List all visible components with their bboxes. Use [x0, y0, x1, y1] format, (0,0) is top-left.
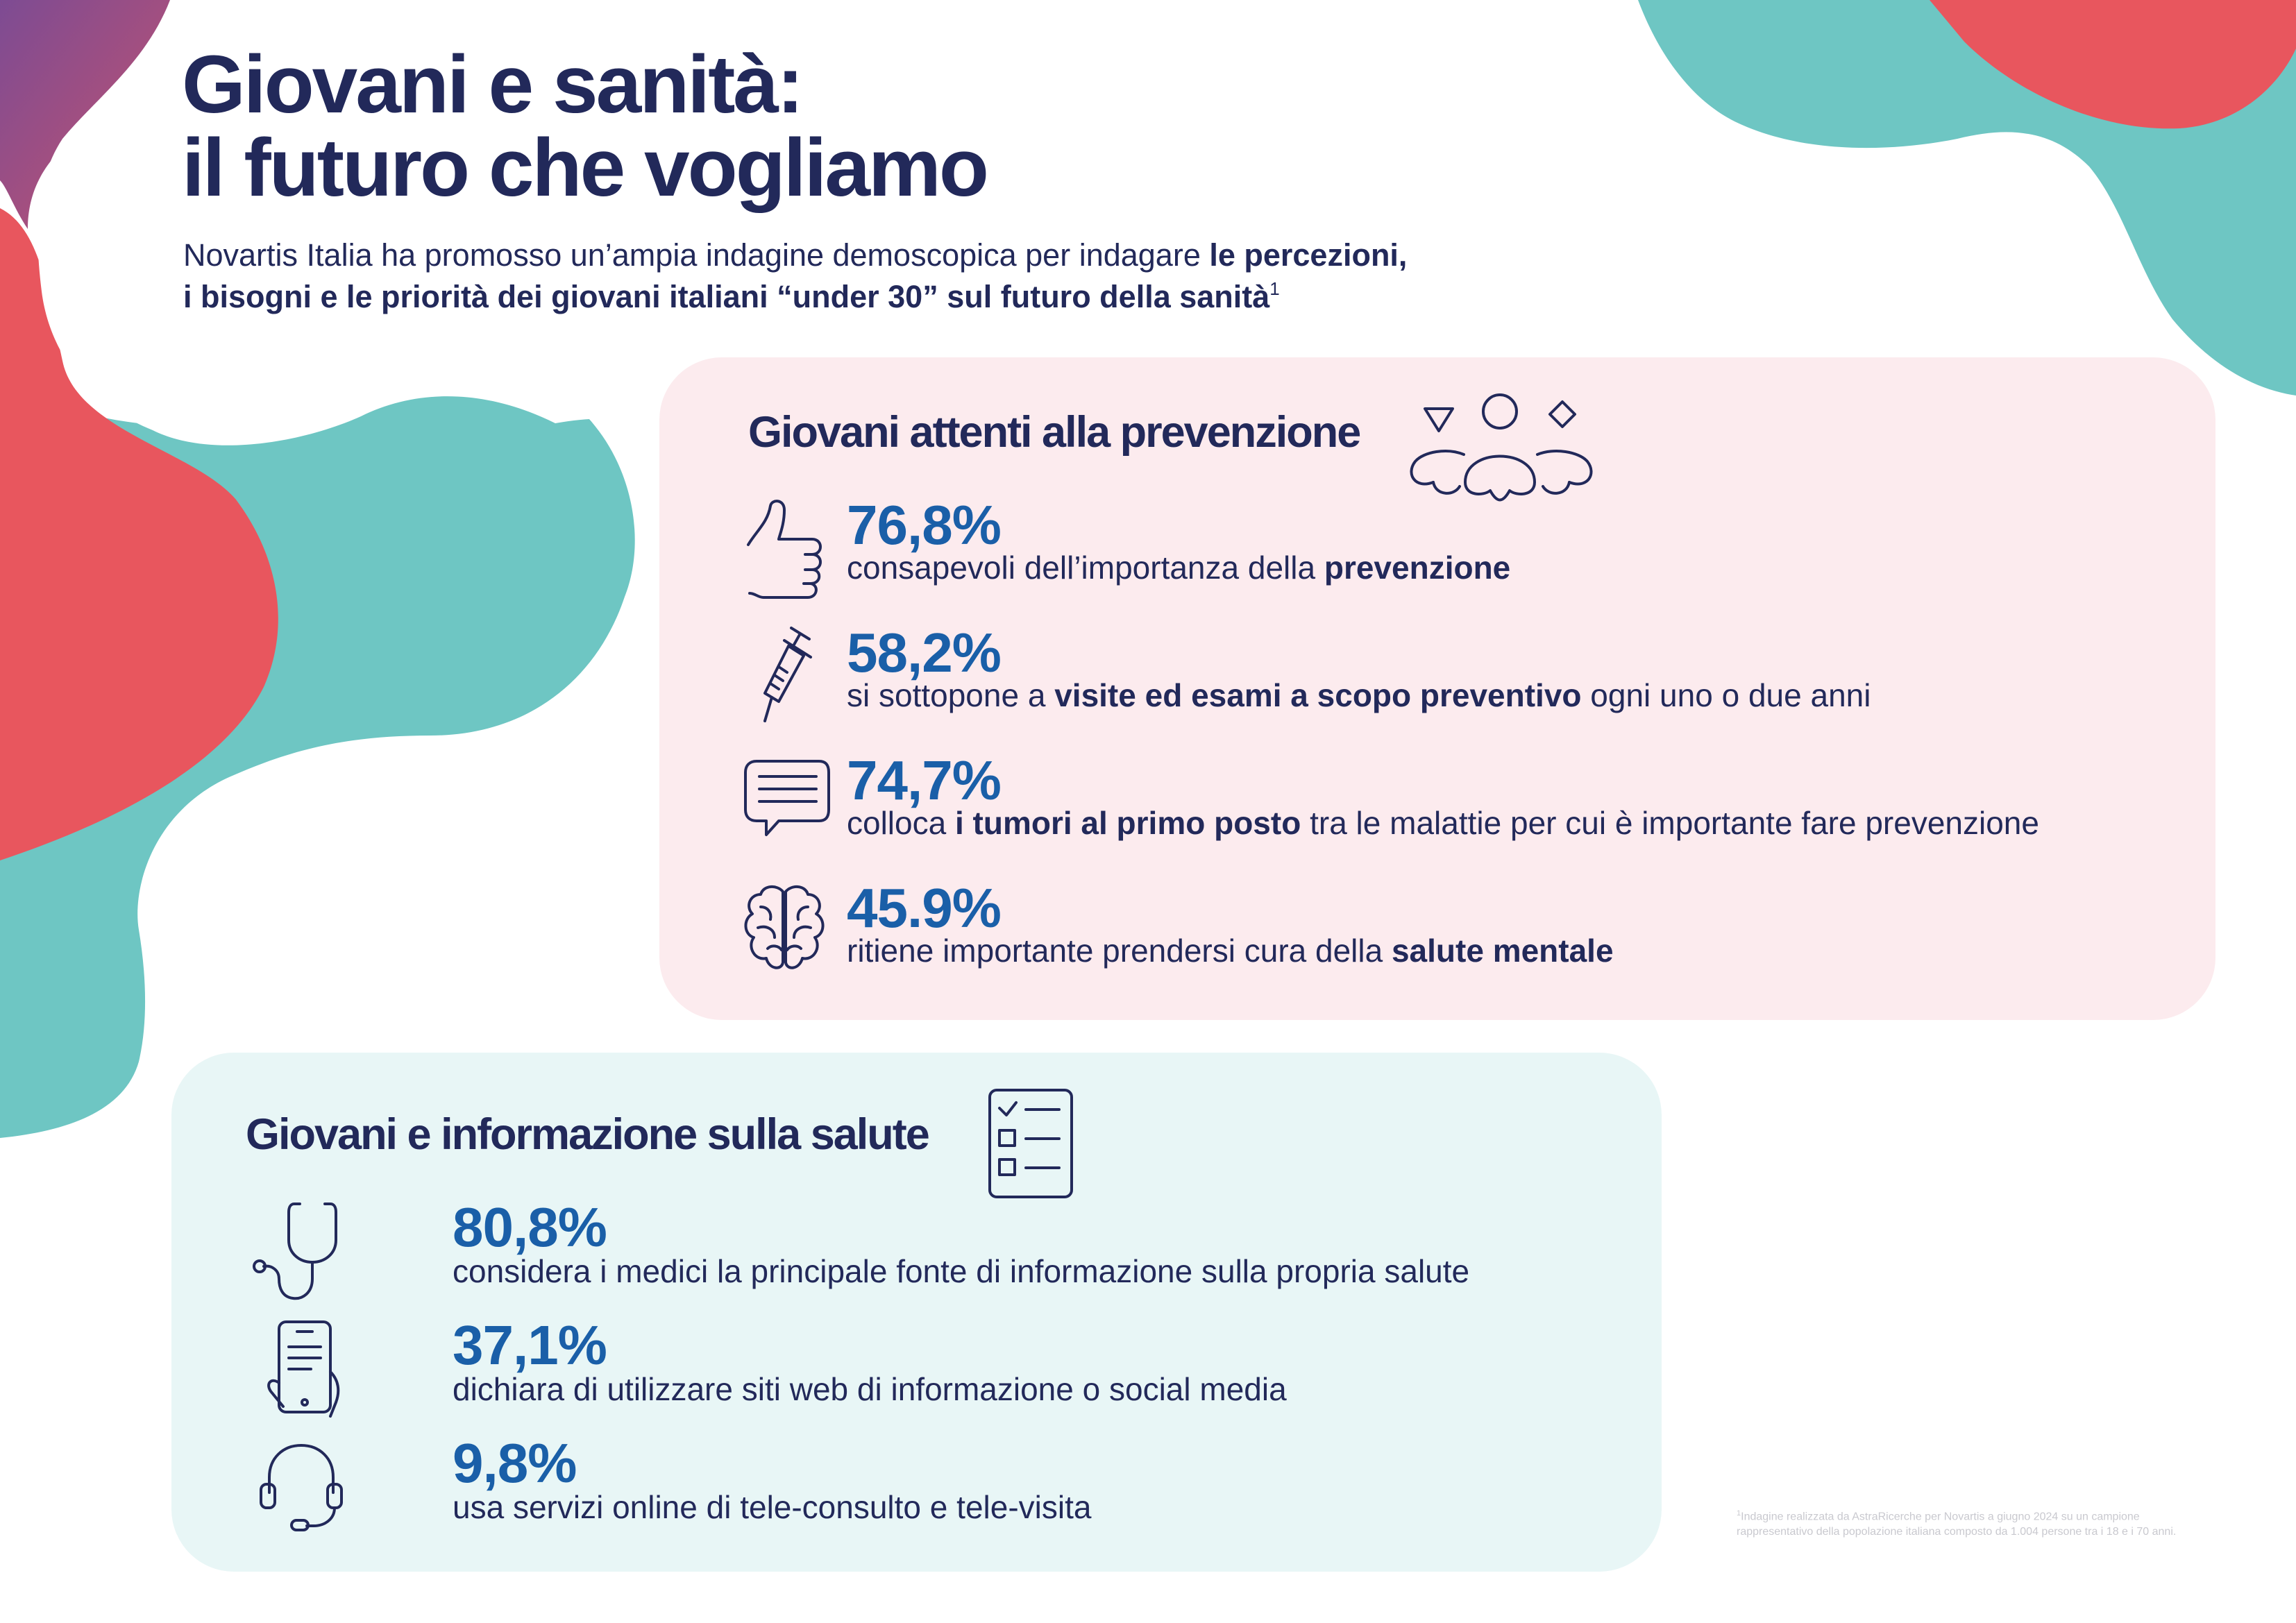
information-stat-1: 80,8% considera i medici la principale f…	[251, 1198, 1639, 1302]
stat-description: consapevoli dell’importanza della preven…	[847, 549, 1510, 586]
stat-desc-pre: colloca	[847, 805, 955, 841]
stat-value: 76,8%	[847, 494, 1002, 556]
headset-icon	[260, 1444, 343, 1531]
prevention-card: Giovani attenti alla prevenzione 76,8% c…	[659, 357, 2215, 1020]
title-line-1: Giovani e sanità:	[182, 39, 804, 130]
information-card-title: Giovani e informazione sulla salute	[246, 1110, 930, 1159]
stat-description: si sottopone a visite ed esami a scopo p…	[847, 677, 1871, 714]
white-title-shape	[37, 0, 2215, 445]
coral-blob-topright	[1930, 0, 2296, 129]
footnote: 1Indagine realizzata da AstraRicerche pe…	[1737, 1506, 2222, 1540]
stat-value: 37,1%	[453, 1314, 607, 1376]
intro-line-1: Novartis Italia ha promosso un’ampia ind…	[183, 235, 1407, 276]
checklist-icon	[988, 1089, 1073, 1198]
intro-line-1-plain: Novartis Italia ha promosso un’ampia ind…	[183, 237, 1210, 273]
stat-value: 80,8%	[453, 1196, 607, 1258]
chat-bubble-icon	[744, 760, 830, 836]
intro-line-1-bold: le percezioni,	[1209, 237, 1408, 273]
prevention-card-title: Giovani attenti alla prevenzione	[748, 408, 1361, 457]
prevention-stat-3: 74,7% colloca i tumori al primo posto tr…	[743, 751, 2200, 856]
stat-value: 9,8%	[453, 1432, 577, 1494]
information-card: Giovani e informazione sulla salute 80,8…	[171, 1053, 1662, 1572]
thumbs-up-icon	[747, 500, 822, 599]
page-title: Giovani e sanità: il futuro che vogliamo	[182, 39, 989, 214]
prevention-stat-1: 76,8% consapevoli dell’importanza della …	[743, 496, 2200, 600]
intro-line-2: i bisogni e le priorità dei giovani ital…	[183, 276, 1407, 318]
stat-desc-post: tra le malattie per cui è importante far…	[1301, 805, 2039, 841]
stat-description: considera i medici la principale fonte d…	[453, 1253, 1470, 1289]
information-stat-2: 37,1% dichiara di utilizzare siti web di…	[251, 1316, 1639, 1420]
coral-blob-left	[0, 208, 278, 860]
prevention-stat-4: 45.9% ritiene importante prendersi cura …	[743, 879, 2200, 983]
information-stat-3: 9,8% usa servizi online di tele-consulto…	[251, 1434, 1639, 1538]
footnote-marker: 1	[1737, 1509, 1741, 1518]
stat-value: 45.9%	[847, 877, 1002, 939]
stat-desc-pre: consapevoli dell’importanza della	[847, 550, 1324, 586]
title-line-2: il futuro che vogliamo	[182, 122, 989, 214]
people-group-icon	[1410, 393, 1593, 502]
stat-desc-pre: ritiene importante prendersi cura della	[847, 933, 1392, 969]
stat-description: ritiene importante prendersi cura della …	[847, 932, 1614, 969]
stat-value: 58,2%	[847, 622, 1002, 683]
stat-desc-post: ogni uno o due anni	[1581, 677, 1871, 713]
stat-description: colloca i tumori al primo posto tra le m…	[847, 804, 2039, 842]
brain-icon	[744, 885, 825, 969]
stat-desc-bold: salute mentale	[1391, 933, 1614, 969]
stat-description: usa servizi online di tele-consulto e te…	[453, 1489, 1092, 1525]
stat-desc-bold: i tumori al primo posto	[954, 805, 1301, 841]
stat-desc-pre: si sottopone a	[847, 677, 1055, 713]
stat-description: dichiara di utilizzare siti web di infor…	[453, 1371, 1287, 1407]
footnote-line-1: 1Indagine realizzata da AstraRicerche pe…	[1737, 1506, 2222, 1524]
stethoscope-icon	[253, 1203, 337, 1300]
stat-value: 74,7%	[847, 749, 1002, 811]
intro-footnote-ref: 1	[1269, 278, 1280, 299]
syringe-icon	[763, 627, 812, 722]
intro-line-2-bold: i bisogni e le priorità dei giovani ital…	[183, 279, 1270, 314]
footnote-line-2: rappresentativo della popolazione italia…	[1737, 1526, 2177, 1538]
intro-text: Novartis Italia ha promosso un’ampia ind…	[183, 235, 1407, 318]
stat-desc-bold: prevenzione	[1324, 550, 1511, 586]
prevention-stat-2: 58,2% si sottopone a visite ed esami a s…	[743, 624, 2200, 728]
footnote-text-1: Indagine realizzata da AstraRicerche per…	[1741, 1511, 2140, 1523]
smartphone-icon	[267, 1320, 340, 1418]
stat-desc-bold: visite ed esami a scopo preventivo	[1054, 677, 1582, 713]
